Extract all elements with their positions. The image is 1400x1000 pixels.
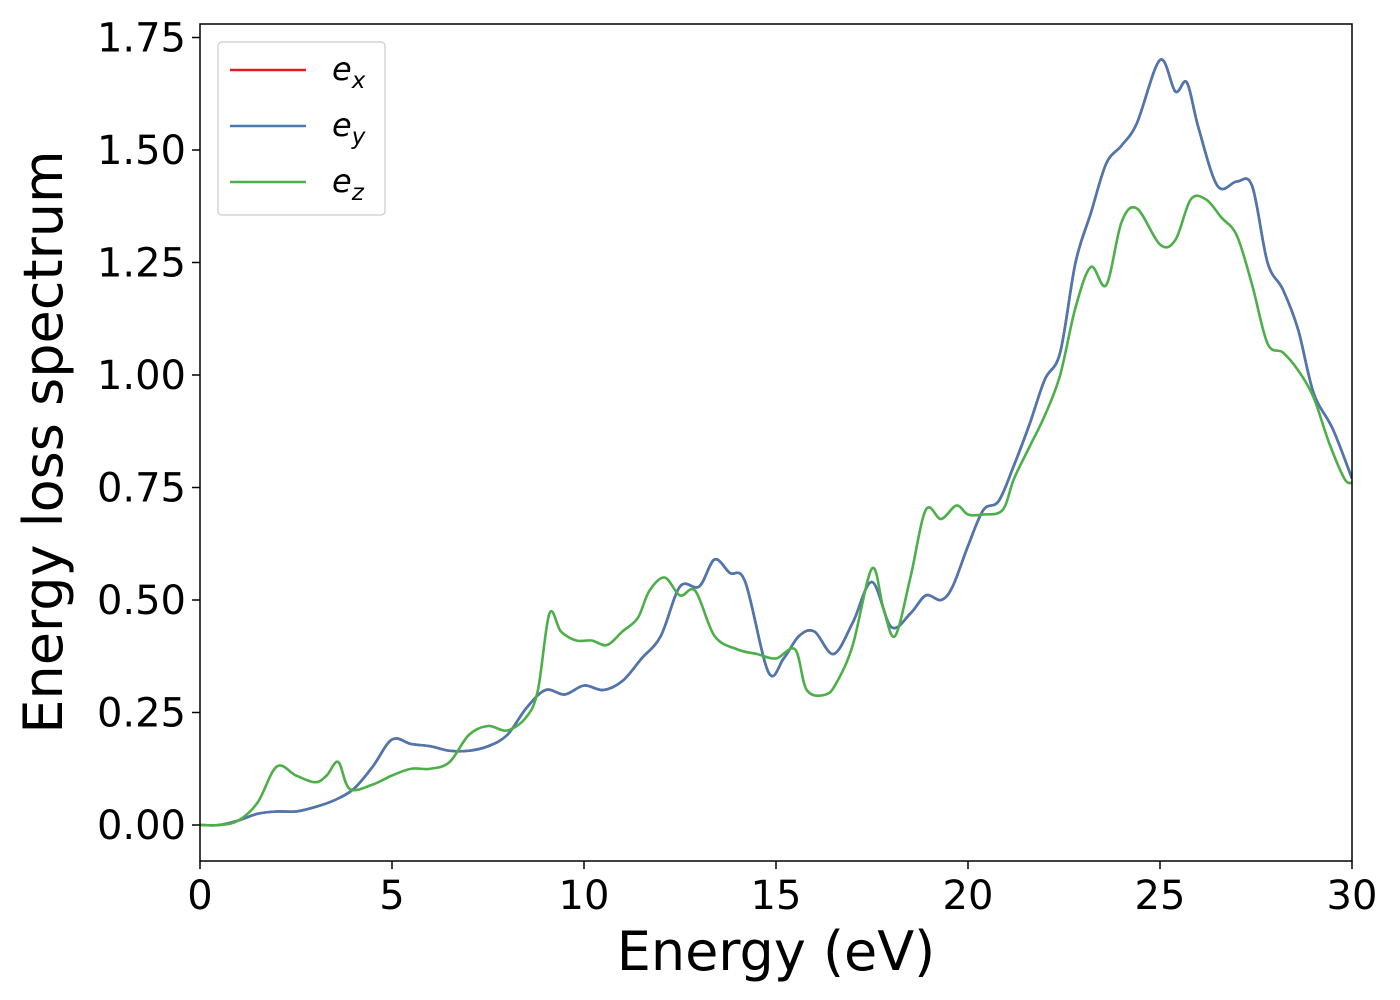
y-tick-label: 0.50: [97, 578, 186, 624]
y-tick-label: 1.50: [97, 128, 186, 174]
legend-label-ez: ez: [332, 162, 365, 206]
y-tick-label: 0.25: [97, 691, 186, 737]
y-tick-label: 1.00: [97, 353, 186, 399]
x-tick-label: 20: [943, 873, 994, 919]
series-line-e-z: [200, 194, 1352, 827]
y-tick-label: 1.25: [97, 241, 186, 287]
legend-label-ey: ey: [332, 106, 366, 150]
legend-label-ex: ex: [332, 50, 366, 94]
legend-box: [217, 41, 386, 216]
y-axis-label: Energy loss spectrum: [12, 150, 75, 733]
series-line-e-y: [200, 58, 1352, 827]
x-axis: 0 5 10 15 20 25 30: [187, 861, 1377, 919]
x-tick-label: 30: [1327, 873, 1378, 919]
x-tick-label: 25: [1135, 873, 1186, 919]
plot-lines: [200, 58, 1352, 827]
x-tick-label: 5: [379, 873, 404, 919]
y-axis: 0.00 0.25 0.50 0.75 1.00 1.25 1.50 1.75: [97, 16, 200, 849]
x-axis-label: Energy (eV): [617, 920, 936, 983]
y-tick-label: 0.00: [97, 803, 186, 849]
x-tick-label: 0: [187, 873, 212, 919]
legend: ex ey ez: [217, 41, 386, 216]
x-tick-label: 10: [559, 873, 610, 919]
y-tick-label: 0.75: [97, 466, 186, 512]
y-tick-label: 1.75: [97, 16, 186, 62]
x-tick-label: 15: [751, 873, 802, 919]
